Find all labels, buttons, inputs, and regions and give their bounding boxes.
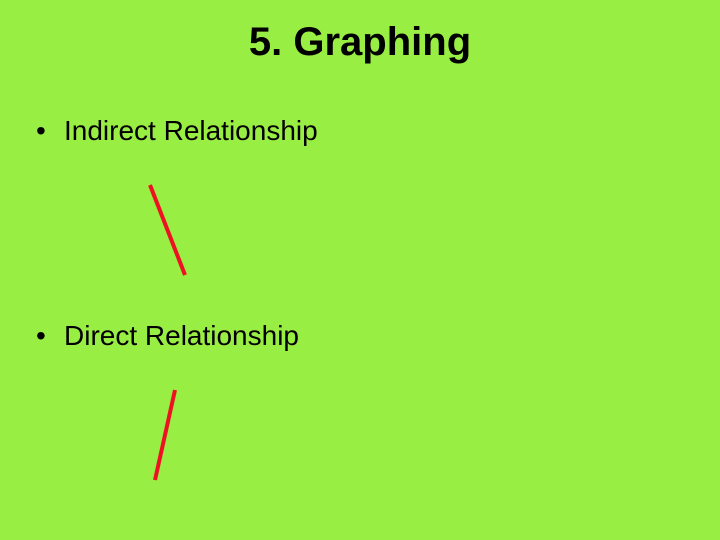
- slide-title: 5. Graphing: [0, 20, 720, 65]
- bullet-indirect-relationship: Indirect Relationship: [64, 115, 318, 147]
- slide: 5. Graphing Indirect Relationship Direct…: [0, 0, 720, 540]
- direct-line: [155, 390, 175, 480]
- bullet-direct-relationship: Direct Relationship: [64, 320, 299, 352]
- indirect-line: [150, 185, 185, 275]
- relationship-lines: [0, 0, 720, 540]
